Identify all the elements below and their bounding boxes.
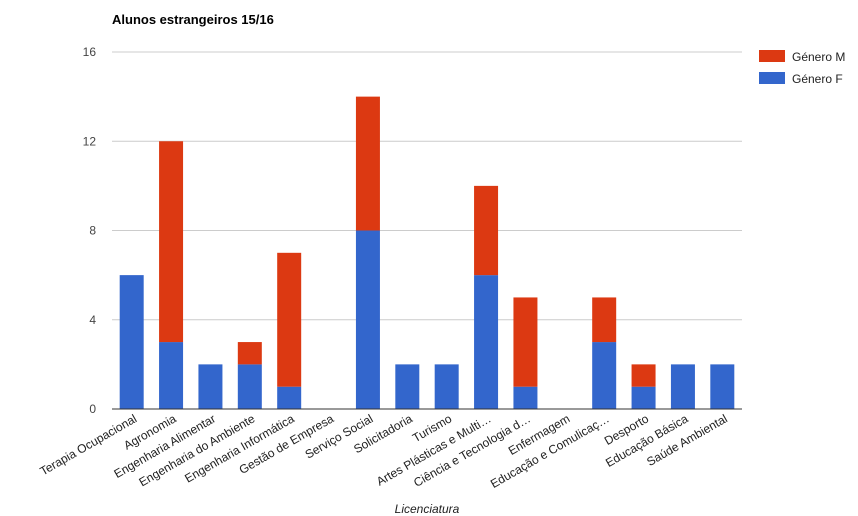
legend-label: Género F [792,72,843,86]
chart-title: Alunos estrangeiros 15/16 [112,12,274,27]
bar-segment[interactable] [237,364,262,409]
bar-segment[interactable] [513,386,538,409]
bar-segment[interactable] [395,364,420,409]
bar-segment[interactable] [592,297,617,343]
bar-segment[interactable] [670,364,695,409]
legend-item[interactable]: Género M [759,50,845,64]
bar-segment[interactable] [119,275,144,409]
x-axis-title: Licenciatura [395,502,460,516]
bar-segment[interactable] [474,185,499,276]
bar-segment[interactable] [277,252,302,387]
bar-segment[interactable] [198,364,223,409]
bar-segment[interactable] [159,141,184,343]
legend-label: Género M [792,50,845,64]
bar-segment[interactable] [237,342,262,365]
y-tick-label: 16 [83,45,97,59]
bar-segment[interactable] [710,364,735,409]
legend-swatch [759,72,785,84]
bars [119,96,735,410]
bar-segment[interactable] [513,297,538,387]
bar-segment[interactable] [355,230,380,410]
bar-segment[interactable] [631,364,656,387]
legend-swatch [759,50,785,62]
y-tick-label: 8 [89,224,96,238]
bar-segment[interactable] [434,364,459,409]
bar-segment[interactable] [631,386,656,409]
bar-segment[interactable] [159,342,184,409]
legend-item[interactable]: Género F [759,72,843,86]
gridlines [112,51,742,321]
bar-segment[interactable] [474,275,499,409]
y-tick-label: 0 [89,402,96,416]
y-tick-label: 12 [83,134,97,148]
bar-segment[interactable] [592,342,617,409]
legend[interactable]: Género M Género F [759,50,845,86]
bar-segment[interactable] [355,96,380,231]
y-tick-label: 4 [89,313,96,327]
bar-segment[interactable] [277,386,302,409]
y-axis-ticks: 0 4 8 12 16 [83,45,97,416]
